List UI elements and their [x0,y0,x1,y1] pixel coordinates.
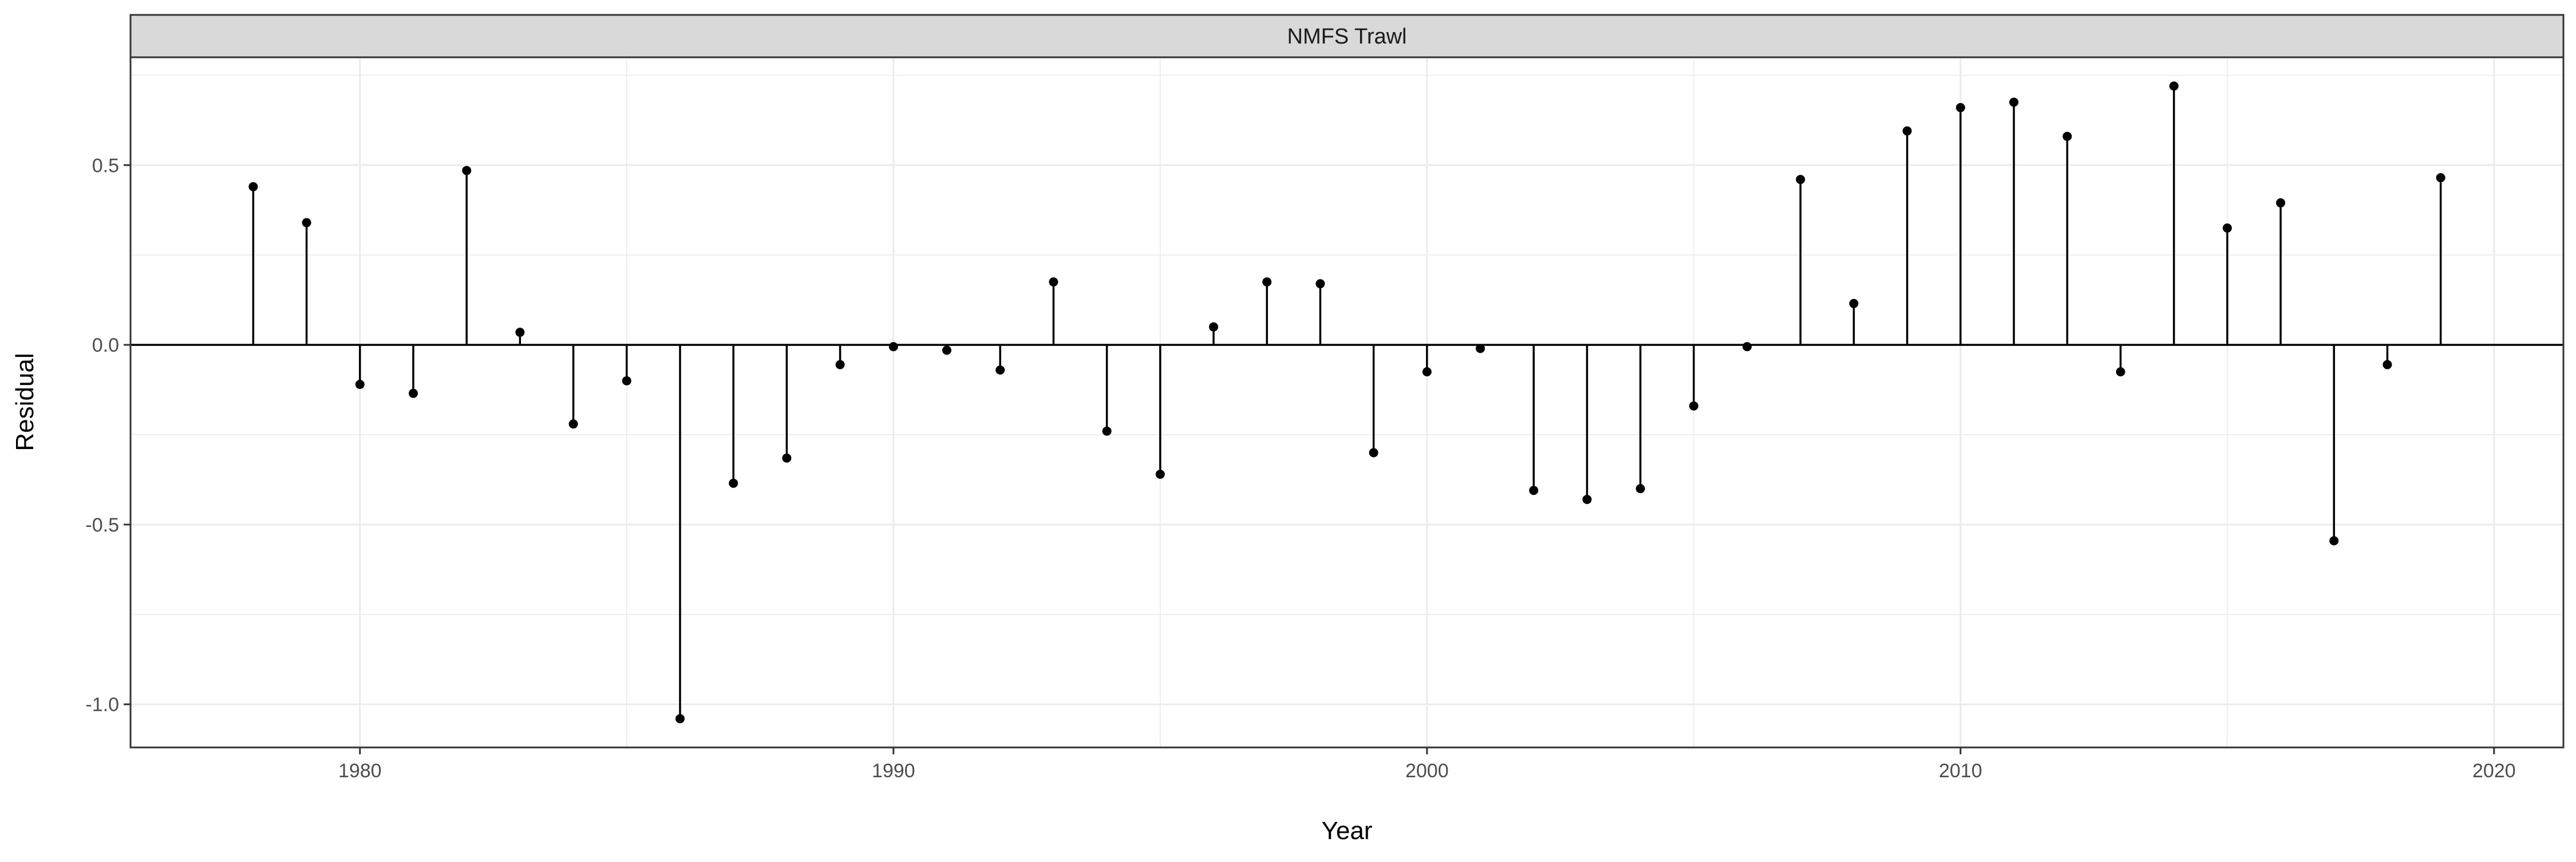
residual-point [835,360,845,369]
residual-point [1208,322,1218,332]
residual-point [1689,401,1698,411]
residual-point [2276,198,2286,208]
residual-point [782,453,792,463]
residual-point [995,365,1005,375]
residual-point [888,342,898,352]
residual-point [1155,470,1165,479]
residual-point [2009,97,2019,107]
facet-strip-label: NMFS Trawl [1287,25,1407,49]
x-axis-ticks: 1980 1990 2000 2010 2020 [338,747,2516,782]
residual-point [1102,426,1112,436]
residual-point [1422,367,1432,377]
residual-point [1049,277,1058,287]
residual-point [2329,536,2339,546]
y-axis-ticks: -1.0 -0.5 0.0 0.5 [85,155,131,716]
residual-point [2063,132,2072,141]
plot-panel-border [129,56,2565,749]
residual-point [1902,126,1912,136]
residual-point [729,478,738,488]
x-axis-title: Year [1322,817,1373,845]
residual-point [1849,298,1859,308]
residual-point [568,419,578,429]
residual-point [1529,486,1539,495]
x-tick-label: 2000 [1405,760,1449,782]
facet-strip [129,14,2565,58]
residual-point [942,345,951,355]
residual-point [1635,484,1645,494]
residual-points [248,81,2445,723]
residual-stems [252,86,2442,719]
x-tick-label: 2020 [2472,760,2516,782]
residual-point [622,376,631,385]
residual-point [302,218,311,227]
residual-point [1262,277,1272,287]
y-tick-label: 0.0 [92,334,119,356]
residual-point [2436,173,2445,183]
residual-point [1315,279,1325,289]
residual-point [675,714,685,723]
x-tick-label: 2010 [1939,760,1982,782]
y-tick-label: -0.5 [85,514,119,536]
y-tick-label: 0.5 [92,155,119,176]
residual-point [1796,175,1805,184]
residual-point [1955,103,1965,112]
plot-panel [131,57,2563,747]
x-tick-label: 1990 [872,760,915,782]
residual-point [408,388,418,398]
residual-point [355,380,365,389]
residual-point [1476,344,1485,353]
residual-point [1582,494,1592,504]
residual-point [515,328,525,337]
residual-point [462,166,472,175]
residual-point [2222,223,2232,233]
residual-point [1369,448,1378,458]
x-tick-label: 1980 [338,760,382,782]
residual-point [1743,342,1752,352]
grid-minor [131,57,2563,747]
residual-point [248,182,258,191]
residual-point [2116,367,2125,377]
y-axis-title: Residual [11,353,39,451]
y-tick-label: -1.0 [85,694,119,716]
residual-point [2383,360,2392,369]
residual-point [2169,81,2179,91]
